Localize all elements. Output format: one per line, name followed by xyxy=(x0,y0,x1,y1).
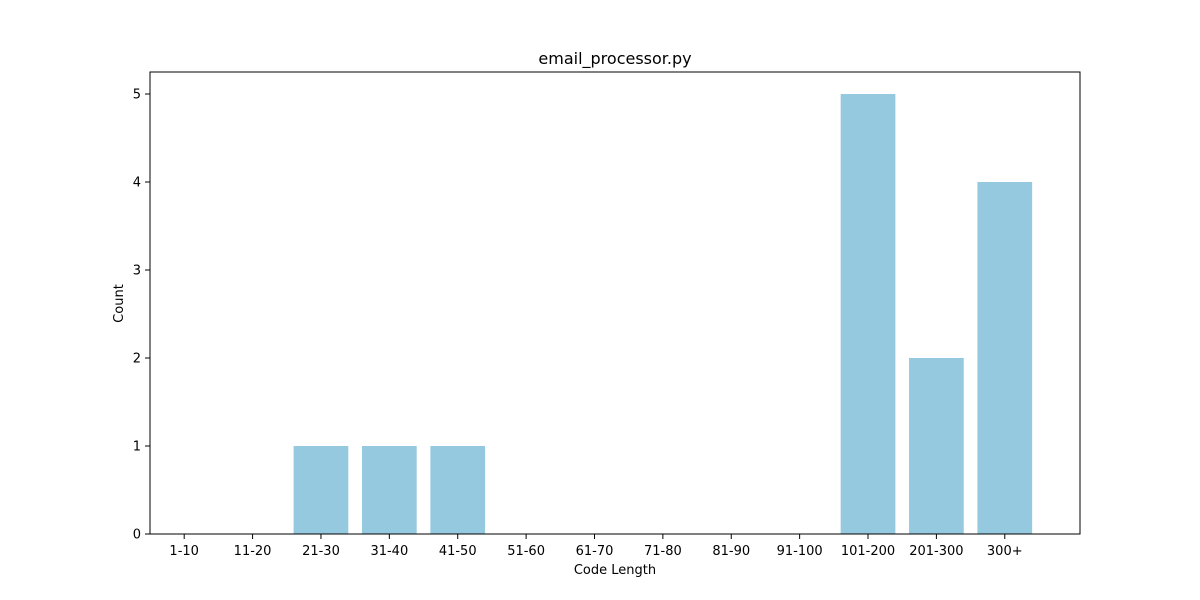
x-tick-label: 71-80 xyxy=(644,544,682,559)
bar-201-300 xyxy=(909,358,964,534)
y-tick-label: 4 xyxy=(133,176,141,191)
bar-31-40 xyxy=(361,446,417,534)
y-axis-ticks: 0 1 2 3 4 5 xyxy=(133,88,150,543)
y-tick-label: 0 xyxy=(133,528,141,543)
plot-area-frame xyxy=(149,71,1081,535)
y-tick-label: 2 xyxy=(133,352,141,367)
x-tick-label: 31-40 xyxy=(370,544,408,559)
x-tick-label: 1-10 xyxy=(169,544,199,559)
bar-41-50 xyxy=(430,446,486,534)
x-tick-label: 11-20 xyxy=(234,544,272,559)
x-tick-label: 201-300 xyxy=(909,544,963,559)
x-tick-label: 81-90 xyxy=(712,544,750,559)
chart-title: email_processor.py xyxy=(538,49,691,69)
x-tick-label: 300+ xyxy=(987,544,1023,559)
x-tick-label: 61-70 xyxy=(576,544,614,559)
x-tick-label: 51-60 xyxy=(507,544,545,559)
bar-21-30 xyxy=(293,446,349,534)
x-tick-label: 21-30 xyxy=(302,544,340,559)
bar-101-200 xyxy=(840,94,896,534)
x-tick-label: 41-50 xyxy=(439,544,477,559)
bars-group xyxy=(293,94,1033,534)
x-axis-ticks: 1-10 11-20 21-30 31-40 41-50 51-60 61-70 71-80 8… xyxy=(169,534,1023,559)
y-tick-label: 1 xyxy=(133,440,141,455)
y-axis-title: Count xyxy=(112,284,127,323)
y-tick-label: 3 xyxy=(133,264,141,279)
x-tick-label: 101-200 xyxy=(841,544,895,559)
bar-300+ xyxy=(977,182,1033,534)
x-tick-label: 91-100 xyxy=(777,544,823,559)
y-tick-label: 5 xyxy=(133,88,141,103)
x-axis-title: Code Length xyxy=(574,563,656,578)
